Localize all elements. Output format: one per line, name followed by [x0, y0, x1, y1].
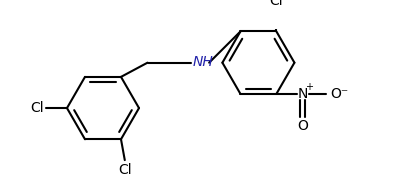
- Text: O: O: [297, 119, 308, 133]
- Text: N: N: [297, 87, 308, 101]
- Text: +: +: [305, 82, 313, 92]
- Text: O⁻: O⁻: [330, 87, 348, 101]
- Text: Cl: Cl: [31, 101, 44, 115]
- Text: Cl: Cl: [118, 163, 132, 177]
- Text: NH: NH: [193, 55, 214, 69]
- Text: Cl: Cl: [270, 0, 283, 8]
